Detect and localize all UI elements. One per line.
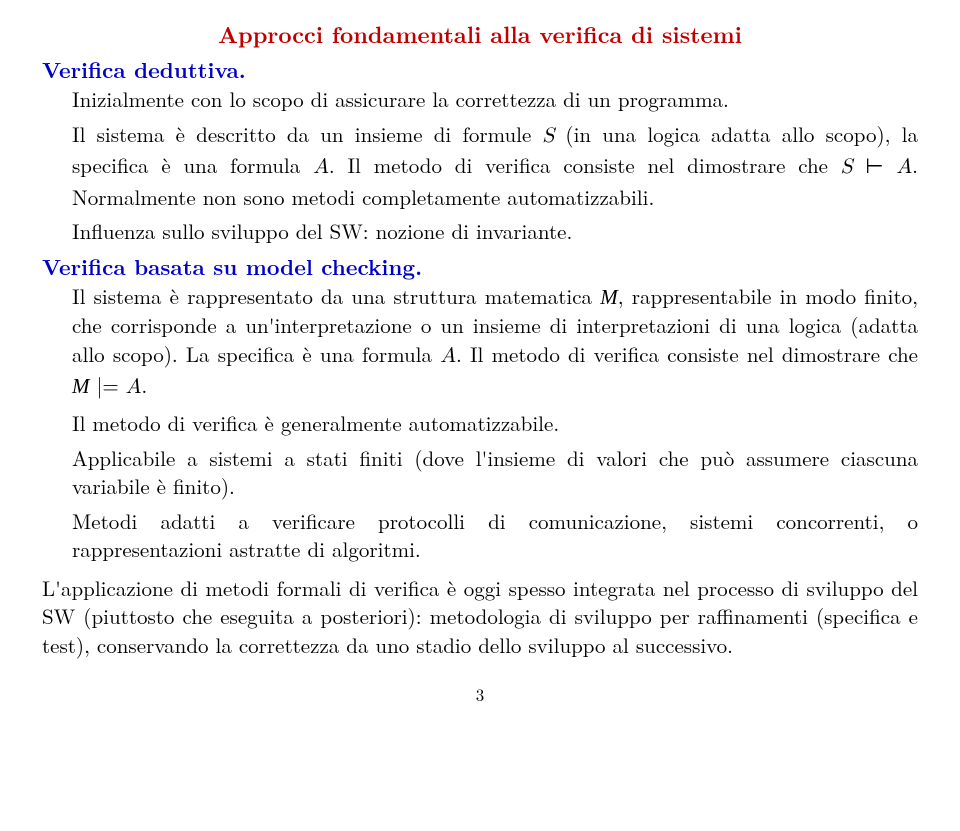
- deductive-p3: Influenza sullo sviluppo del SW: nozione…: [72, 217, 918, 246]
- text: . Il metodo di verifica consiste nel dim…: [456, 339, 918, 369]
- heading-deductive: Verifica deduttiva.: [42, 54, 246, 85]
- page-title: Approcci fondamentali alla verifica di s…: [42, 18, 918, 49]
- text: Il sistema è rappresentato da una strutt…: [72, 281, 600, 311]
- math-A: A: [440, 346, 456, 367]
- deductive-p1: Inizialmente con lo scopo di assicurare …: [72, 85, 918, 114]
- mc-p4: Metodi adatti a verificare protocolli di…: [72, 507, 918, 564]
- math-A2: A: [896, 157, 912, 178]
- models-symbol: |=: [90, 370, 126, 400]
- turnstile: ⊢: [852, 150, 896, 180]
- page: Approcci fondamentali alla verifica di s…: [0, 0, 960, 831]
- closing-paragraph: L'applicazione di metodi formali di veri…: [42, 574, 918, 660]
- text: . Il metodo di verifica consiste nel dim…: [329, 150, 841, 180]
- mc-p3: Applicabile a sistemi a stati finiti (do…: [72, 444, 918, 501]
- section-modelchecking: Verifica basata su model checking. Il si…: [42, 252, 918, 564]
- page-number: 3: [42, 683, 918, 706]
- text: Il sistema è descritto da un insieme di …: [72, 119, 543, 149]
- math-S: S: [543, 126, 555, 147]
- math-A: A: [313, 157, 329, 178]
- text: .: [141, 370, 147, 400]
- mc-p1: Il sistema è rappresentato da una strutt…: [72, 282, 918, 403]
- heading-modelchecking: Verifica basata su model checking.: [42, 251, 422, 282]
- deductive-p2: Il sistema è descritto da un insieme di …: [72, 120, 918, 212]
- section-deductive: Verifica deduttiva. Inizialmente con lo …: [42, 55, 918, 246]
- math-calM2: M: [72, 374, 90, 398]
- math-calM: M: [600, 285, 618, 309]
- math-A2: A: [126, 377, 142, 398]
- math-S2: S: [841, 157, 853, 178]
- mc-p2: Il metodo di verifica è generalmente aut…: [72, 409, 918, 438]
